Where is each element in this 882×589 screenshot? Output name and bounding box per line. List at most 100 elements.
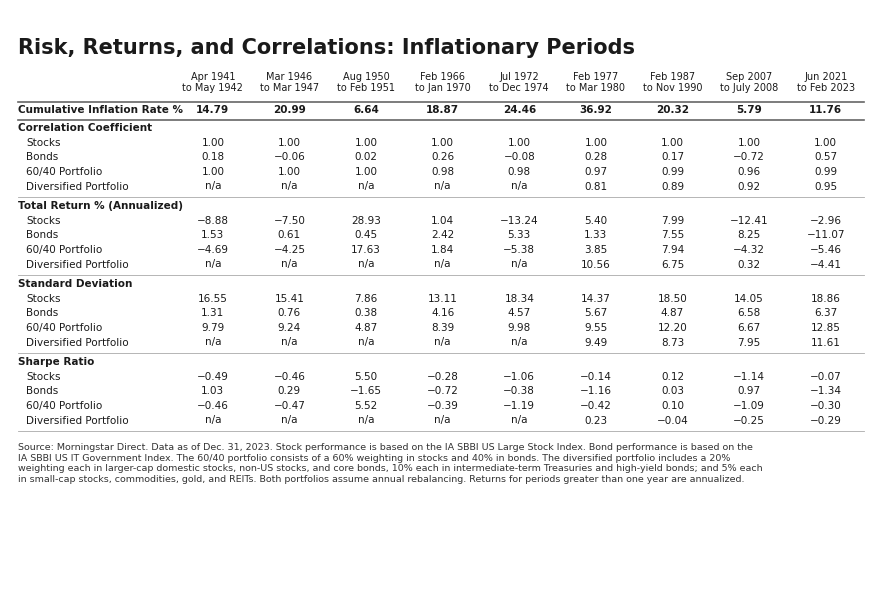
Text: −0.07: −0.07 [810,372,841,382]
Text: 7.94: 7.94 [661,245,684,255]
Text: Aug 1950: Aug 1950 [343,72,390,82]
Text: Stocks: Stocks [26,372,61,382]
Text: 1.00: 1.00 [814,138,837,148]
Text: 1.00: 1.00 [278,167,301,177]
Text: 9.24: 9.24 [278,323,301,333]
Text: Bonds: Bonds [26,309,58,319]
Text: 3.85: 3.85 [584,245,608,255]
Text: 8.39: 8.39 [431,323,454,333]
Text: 0.97: 0.97 [737,386,760,396]
Text: 0.97: 0.97 [584,167,608,177]
Text: weighting each in larger-cap domestic stocks, non-US stocks, and core bonds, 10%: weighting each in larger-cap domestic st… [18,464,763,473]
Text: 2.42: 2.42 [431,230,454,240]
Text: 13.11: 13.11 [428,294,458,304]
Text: n/a: n/a [358,415,374,425]
Text: −0.72: −0.72 [733,153,765,163]
Text: 17.63: 17.63 [351,245,381,255]
Text: to May 1942: to May 1942 [183,83,243,93]
Text: Total Return % (Annualized): Total Return % (Annualized) [18,201,183,211]
Text: n/a: n/a [511,260,527,270]
Text: Stocks: Stocks [26,216,61,226]
Text: 6.64: 6.64 [353,105,379,115]
Text: IA SBBI US IT Government Index. The 60/40 portfolio consists of a 60% weighting : IA SBBI US IT Government Index. The 60/4… [18,454,730,462]
Text: −0.72: −0.72 [427,386,459,396]
Text: 5.79: 5.79 [736,105,762,115]
Text: 5.67: 5.67 [584,309,608,319]
Text: −0.28: −0.28 [427,372,459,382]
Text: 0.12: 0.12 [661,372,684,382]
Text: −1.09: −1.09 [733,401,765,411]
Text: −0.42: −0.42 [580,401,612,411]
Text: n/a: n/a [435,181,451,191]
Text: 4.87: 4.87 [661,309,684,319]
Text: 0.98: 0.98 [431,167,454,177]
Text: −4.25: −4.25 [273,245,305,255]
Text: −2.96: −2.96 [810,216,841,226]
Text: −4.32: −4.32 [733,245,765,255]
Text: Feb 1977: Feb 1977 [573,72,618,82]
Text: to Mar 1980: to Mar 1980 [566,83,625,93]
Text: 9.98: 9.98 [508,323,531,333]
Text: −7.50: −7.50 [273,216,305,226]
Text: Risk, Returns, and Correlations: Inflationary Periods: Risk, Returns, and Correlations: Inflati… [18,38,635,58]
Text: 1.00: 1.00 [355,167,377,177]
Text: n/a: n/a [205,181,221,191]
Text: 60/40 Portfolio: 60/40 Portfolio [26,401,102,411]
Text: Diversified Portfolio: Diversified Portfolio [26,181,129,191]
Text: 60/40 Portfolio: 60/40 Portfolio [26,167,102,177]
Text: Jul 1972: Jul 1972 [499,72,539,82]
Text: 24.46: 24.46 [503,105,536,115]
Text: 6.75: 6.75 [661,260,684,270]
Text: −8.88: −8.88 [197,216,228,226]
Text: n/a: n/a [205,337,221,348]
Text: −1.06: −1.06 [504,372,535,382]
Text: to July 2008: to July 2008 [720,83,778,93]
Text: −5.46: −5.46 [810,245,841,255]
Text: −4.69: −4.69 [197,245,228,255]
Text: Diversified Portfolio: Diversified Portfolio [26,337,129,348]
Text: −1.65: −1.65 [350,386,382,396]
Text: −0.04: −0.04 [656,415,688,425]
Text: 5.50: 5.50 [355,372,377,382]
Text: 1.53: 1.53 [201,230,224,240]
Text: 14.05: 14.05 [734,294,764,304]
Text: 1.00: 1.00 [508,138,531,148]
Text: 18.86: 18.86 [811,294,841,304]
Text: 1.00: 1.00 [278,138,301,148]
Text: −0.38: −0.38 [504,386,535,396]
Text: n/a: n/a [281,337,297,348]
Text: −13.24: −13.24 [500,216,539,226]
Text: 1.00: 1.00 [661,138,684,148]
Text: −4.41: −4.41 [810,260,841,270]
Text: −5.38: −5.38 [504,245,535,255]
Text: Bonds: Bonds [26,153,58,163]
Text: n/a: n/a [281,260,297,270]
Text: 36.92: 36.92 [579,105,612,115]
Text: Feb 1966: Feb 1966 [420,72,465,82]
Text: to Jan 1970: to Jan 1970 [415,83,470,93]
Text: 5.40: 5.40 [584,216,608,226]
Text: Jun 2021: Jun 2021 [804,72,848,82]
Text: Apr 1941: Apr 1941 [191,72,235,82]
Text: Sharpe Ratio: Sharpe Ratio [18,357,94,367]
Text: 0.26: 0.26 [431,153,454,163]
Text: 60/40 Portfolio: 60/40 Portfolio [26,323,102,333]
Text: to Mar 1947: to Mar 1947 [260,83,319,93]
Text: −0.30: −0.30 [810,401,841,411]
Text: 7.99: 7.99 [661,216,684,226]
Text: to Nov 1990: to Nov 1990 [643,83,702,93]
Text: 0.10: 0.10 [661,401,684,411]
Text: −0.39: −0.39 [427,401,459,411]
Text: −0.25: −0.25 [733,415,765,425]
Text: Diversified Portfolio: Diversified Portfolio [26,260,129,270]
Text: Bonds: Bonds [26,230,58,240]
Text: 9.79: 9.79 [201,323,224,333]
Text: −0.14: −0.14 [580,372,612,382]
Text: 0.95: 0.95 [814,181,837,191]
Text: n/a: n/a [511,337,527,348]
Text: to Feb 2023: to Feb 2023 [796,83,855,93]
Text: 11.76: 11.76 [809,105,842,115]
Text: Correlation Coefficient: Correlation Coefficient [18,123,152,133]
Text: 7.95: 7.95 [737,337,760,348]
Text: 0.99: 0.99 [814,167,837,177]
